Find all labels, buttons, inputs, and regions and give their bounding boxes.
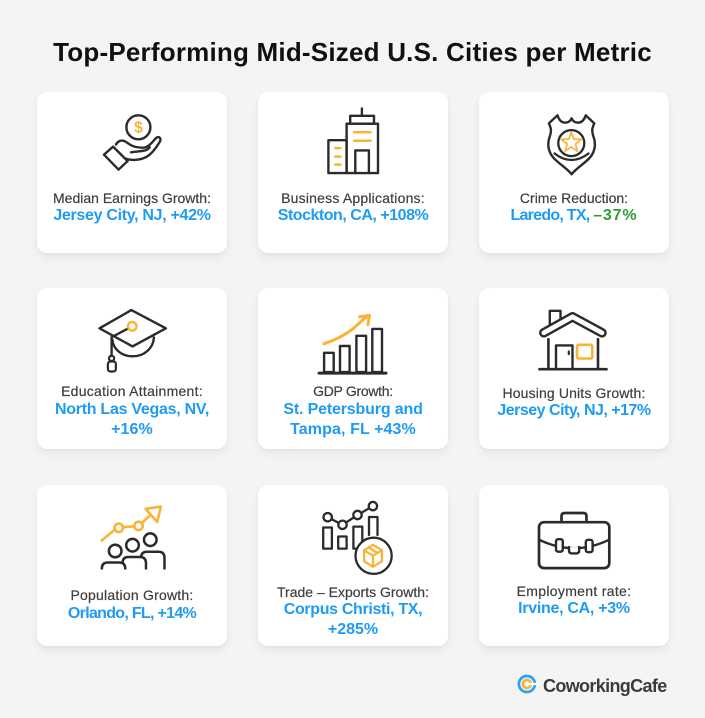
svg-text:$: $ <box>134 120 143 137</box>
